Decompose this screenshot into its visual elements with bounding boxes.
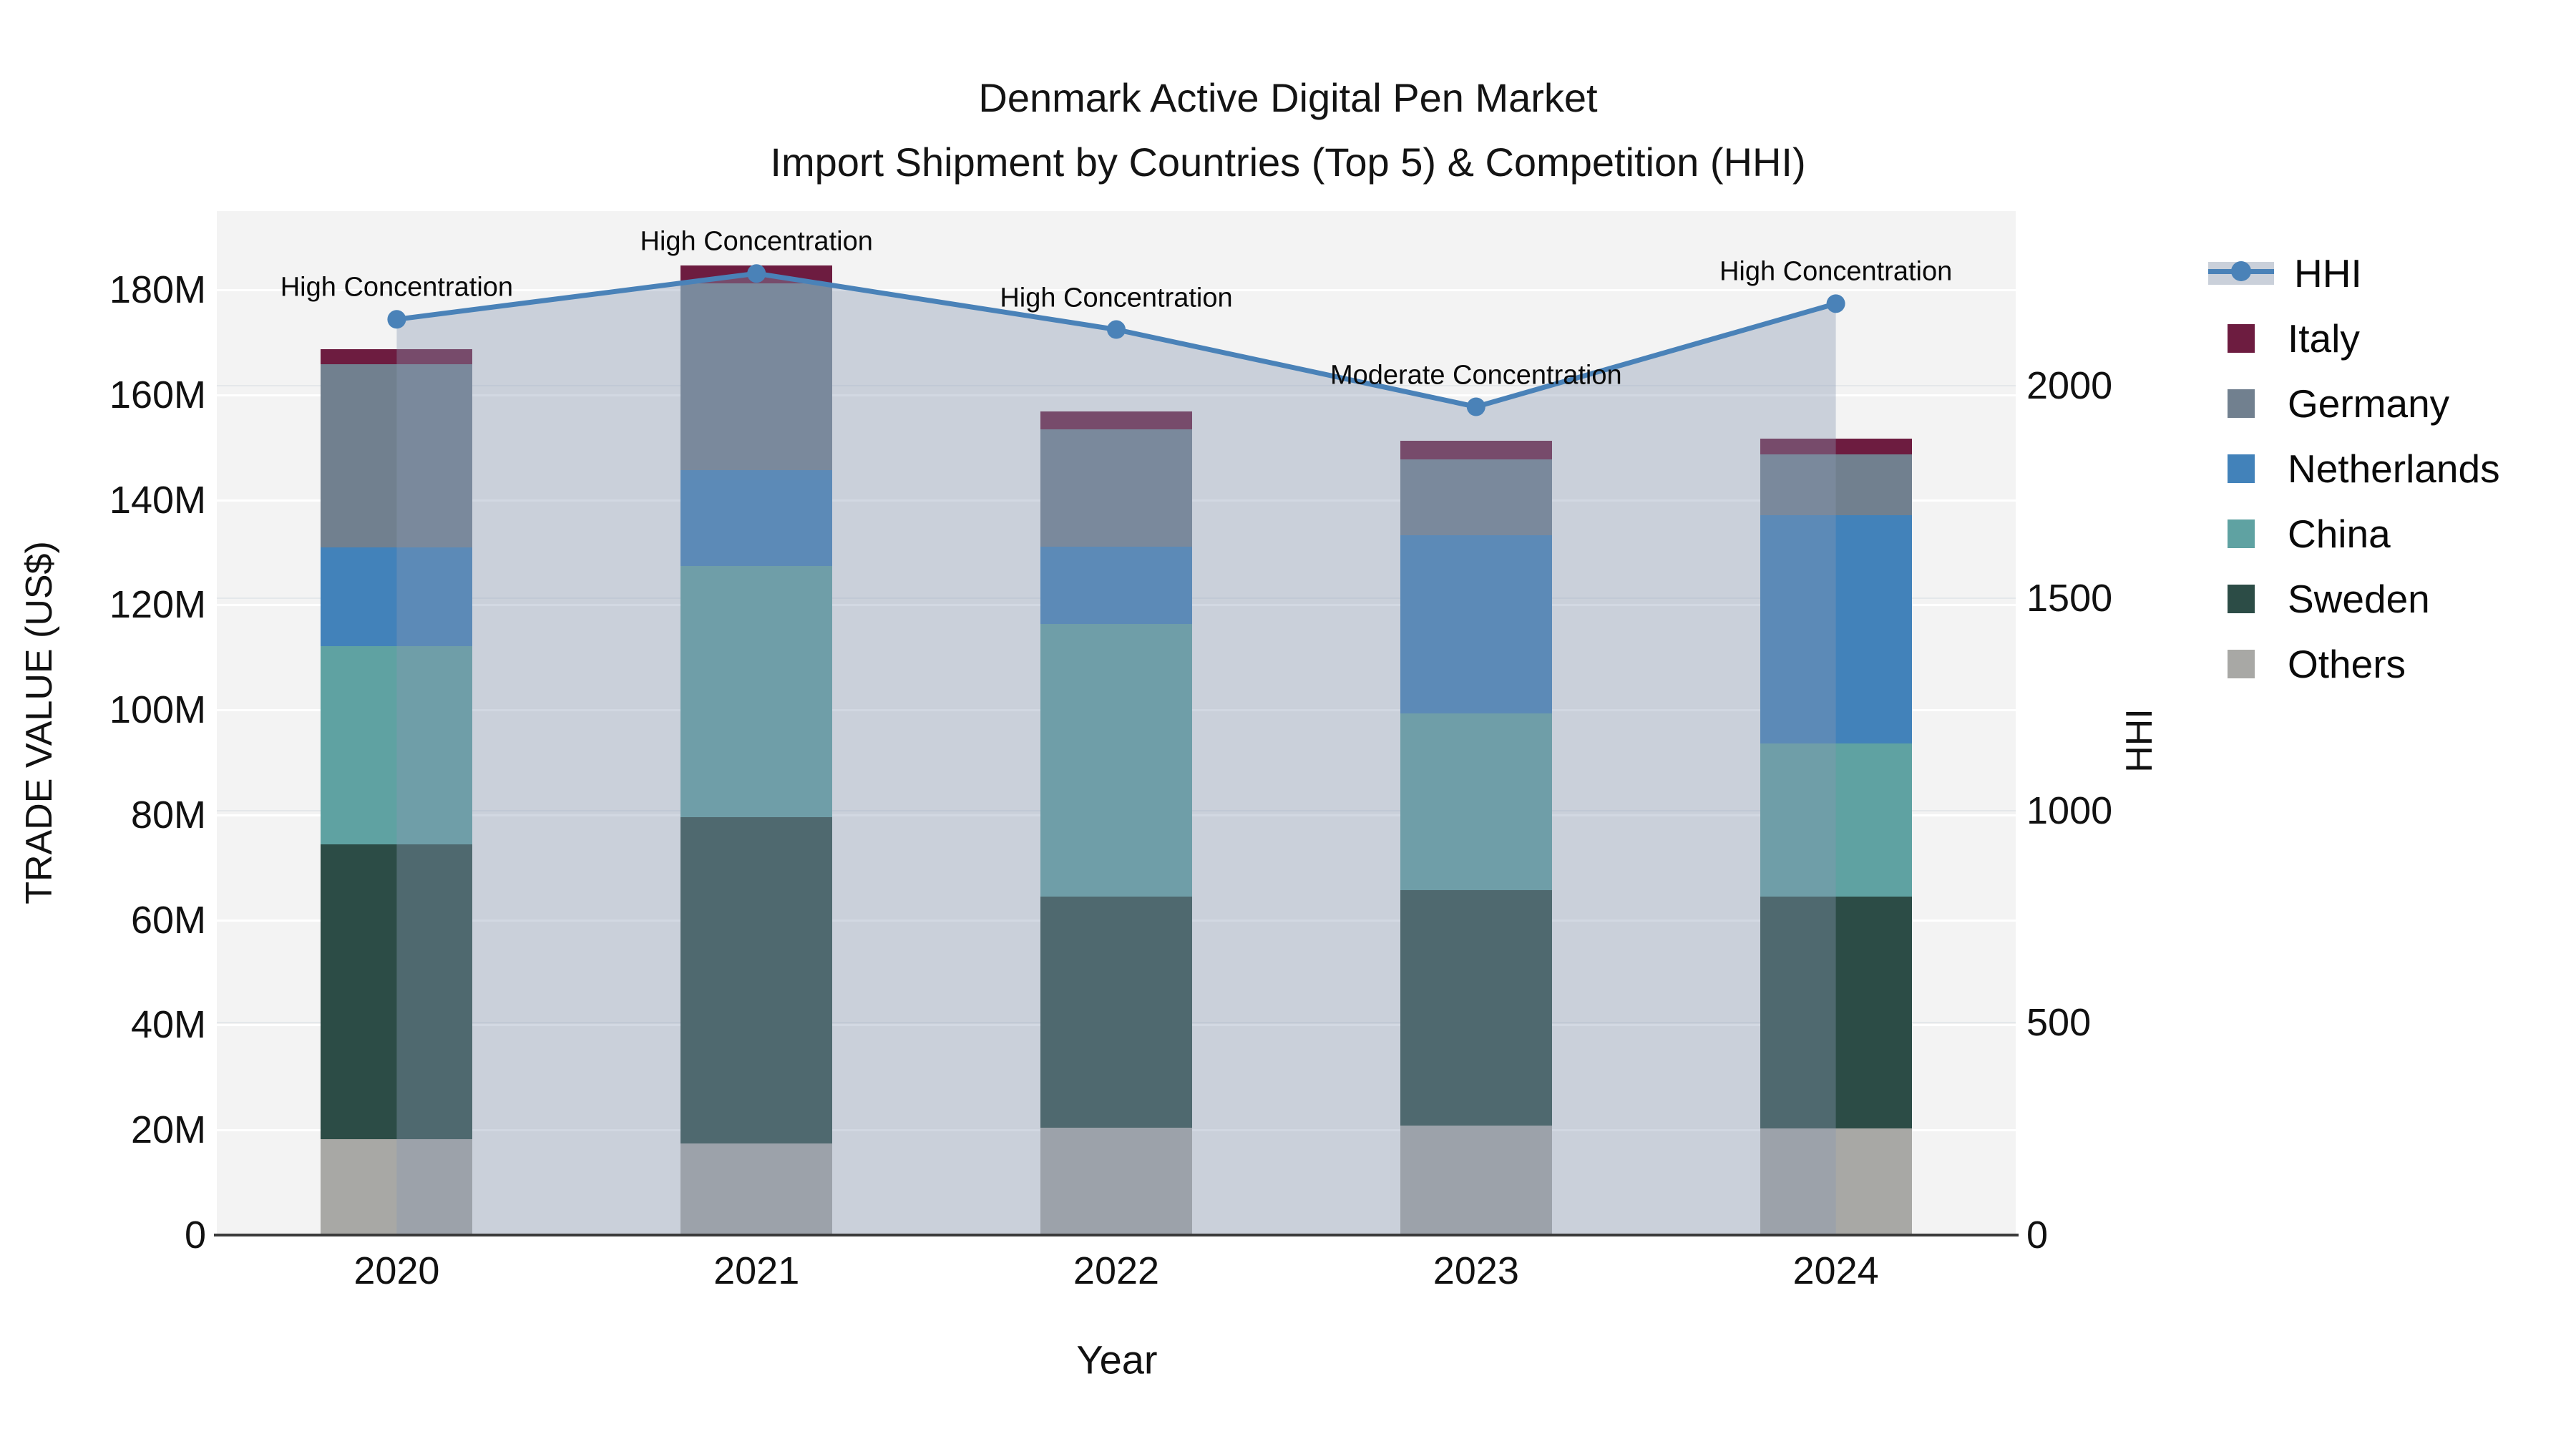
chart-title-line1: Denmark Active Digital Pen Market (978, 75, 1598, 120)
bar-segment-china-2021 (680, 566, 833, 817)
legend-swatch-italy (2228, 324, 2255, 353)
annotation-2024: High Concentration (1719, 256, 1953, 287)
y-tick-left-40M: 40M (130, 1003, 206, 1047)
hhi-marker-2024 (1826, 294, 1845, 313)
bar-segment-germany-2021 (680, 283, 833, 470)
y-axis-label-left: TRADE VALUE (US$) (19, 541, 60, 904)
bar-segment-netherlands-2023 (1400, 535, 1552, 714)
chart-title: Denmark Active Digital Pen Market Import… (0, 66, 2576, 195)
bar-segment-italy-2023 (1400, 441, 1552, 460)
bar-segment-italy-2022 (1040, 411, 1192, 429)
legend-label-hhi: HHI (2294, 251, 2362, 296)
bar-segment-sweden-2022 (1040, 896, 1192, 1128)
legend-item-sweden: Sweden (2208, 576, 2430, 622)
plot-area (217, 211, 2016, 1235)
bar-segment-italy-2020 (321, 349, 473, 365)
bar-segment-china-2023 (1400, 713, 1552, 890)
x-tick-2022: 2022 (1073, 1249, 1160, 1292)
hhi-marker-2022 (1107, 320, 1126, 339)
bar-segment-netherlands-2024 (1760, 514, 1912, 744)
gridline-left-160M (217, 394, 2016, 396)
bar-segment-sweden-2024 (1760, 897, 1912, 1129)
x-tick-2023: 2023 (1433, 1249, 1519, 1292)
bar-segment-netherlands-2021 (680, 469, 833, 567)
bar-segment-germany-2024 (1760, 454, 1912, 515)
bar-segment-germany-2023 (1400, 459, 1552, 535)
legend-hhi-marker-icon (2231, 261, 2251, 281)
bar-segment-china-2024 (1760, 743, 1912, 897)
legend-label-italy: Italy (2288, 316, 2360, 361)
bar-segment-china-2022 (1040, 623, 1192, 897)
x-tick-2021: 2021 (713, 1249, 800, 1292)
bar-segment-italy-2024 (1760, 439, 1912, 454)
legend-label-others: Others (2288, 642, 2406, 686)
hhi-marker-2023 (1466, 397, 1485, 416)
legend-item-hhi: HHI (2208, 250, 2362, 296)
y-tick-left-120M: 120M (109, 583, 206, 627)
x-axis-spine (214, 1234, 2019, 1236)
y-tick-left-180M: 180M (109, 268, 206, 312)
y-tick-right-1000: 1000 (2026, 789, 2113, 832)
annotation-2022: High Concentration (1000, 283, 1233, 313)
legend-item-netherlands: Netherlands (2208, 446, 2500, 492)
bar-segment-others-2020 (321, 1139, 473, 1235)
legend-item-germany: Germany (2208, 381, 2449, 426)
y-tick-left-80M: 80M (130, 793, 206, 836)
bar-segment-netherlands-2020 (321, 547, 473, 647)
bar-segment-sweden-2020 (321, 844, 473, 1140)
y-tick-left-0: 0 (184, 1214, 206, 1257)
annotation-2020: High Concentration (280, 272, 514, 303)
y-tick-right-500: 500 (2026, 1001, 2092, 1045)
y-tick-right-1500: 1500 (2026, 577, 2113, 620)
y-tick-left-60M: 60M (130, 898, 206, 942)
legend-swatch-others (2228, 650, 2255, 678)
bar-segment-netherlands-2022 (1040, 546, 1192, 624)
y-tick-left-160M: 160M (109, 373, 206, 416)
hhi-line-layer (387, 264, 1845, 1235)
bar-segment-others-2024 (1760, 1128, 1912, 1235)
y-axis-label-right: HHI (2119, 708, 2160, 773)
legend-label-germany: Germany (2288, 381, 2450, 426)
annotation-2021: High Concentration (640, 226, 873, 257)
legend-swatch-germany (2228, 389, 2255, 418)
legend-item-italy: Italy (2208, 316, 2360, 361)
gridline-left-180M (217, 289, 2016, 292)
hhi-marker-2021 (747, 264, 766, 283)
x-tick-2020: 2020 (353, 1249, 440, 1292)
annotation-2023: Moderate Concentration (1330, 360, 1622, 390)
legend-swatch-sweden (2228, 585, 2255, 613)
chart-title-line2: Import Shipment by Countries (Top 5) & C… (770, 140, 1806, 185)
bar-segment-others-2023 (1400, 1125, 1552, 1235)
legend-label-netherlands: Netherlands (2288, 447, 2500, 491)
y-tick-right-0: 0 (2026, 1214, 2049, 1257)
legend-hhi-line-sample (2208, 259, 2274, 288)
legend-item-others: Others (2208, 641, 2406, 687)
legend-swatch-netherlands (2228, 454, 2255, 483)
legend-swatch-china (2228, 519, 2255, 548)
hhi-area (396, 273, 1836, 1235)
y-tick-left-20M: 20M (130, 1108, 206, 1152)
x-tick-2024: 2024 (1792, 1249, 1879, 1292)
hhi-marker-2020 (387, 310, 406, 329)
legend-label-sweden: Sweden (2288, 577, 2430, 621)
bar-segment-others-2022 (1040, 1127, 1192, 1235)
gridline-right-2000 (217, 385, 2016, 387)
bar-segment-germany-2022 (1040, 429, 1192, 547)
bar-segment-sweden-2021 (680, 816, 833, 1144)
y-tick-left-140M: 140M (109, 478, 206, 522)
y-tick-left-100M: 100M (109, 688, 206, 732)
legend-item-china: China (2208, 511, 2391, 557)
bar-segment-germany-2020 (321, 364, 473, 548)
legend-label-china: China (2288, 512, 2391, 556)
bar-segment-china-2020 (321, 646, 473, 844)
x-axis-label: Year (1076, 1337, 1158, 1382)
y-tick-right-2000: 2000 (2026, 364, 2113, 408)
bar-segment-sweden-2023 (1400, 889, 1552, 1126)
bar-segment-others-2021 (680, 1143, 833, 1235)
